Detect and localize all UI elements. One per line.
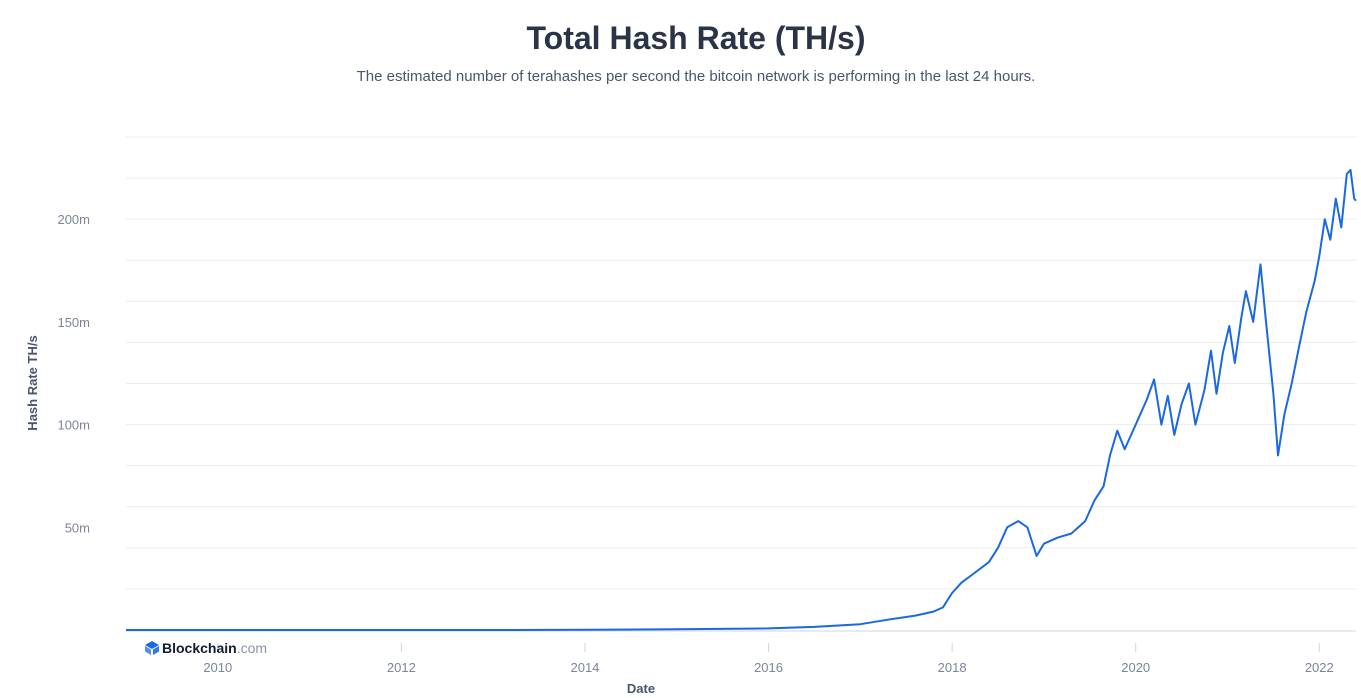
x-tick-label: 2022 — [1305, 660, 1334, 675]
series-layer — [126, 168, 1357, 631]
x-tick-label: 2014 — [570, 660, 599, 675]
y-tick-label: 100m — [57, 418, 90, 433]
y-tick-label: 150m — [57, 315, 90, 330]
y-axis-labels: 50m 100m 150m 200m — [57, 212, 90, 535]
y-axis-title: Hash Rate TH/s — [25, 335, 40, 430]
series-line-hash-rate — [126, 168, 1357, 631]
x-tick-label: 2016 — [754, 660, 783, 675]
blockchain-brand: Blockchain.com — [145, 640, 267, 656]
grid-lines — [126, 136, 1356, 590]
x-tick-label: 2012 — [387, 660, 416, 675]
brand-suffix: .com — [237, 640, 267, 656]
x-axis: 2010 2012 2014 2016 2018 2020 2022 — [126, 630, 1356, 675]
blockchain-logo-icon — [145, 641, 159, 655]
x-tick-label: 2018 — [938, 660, 967, 675]
y-tick-label: 50m — [65, 520, 90, 535]
x-tick-label: 2020 — [1121, 660, 1150, 675]
chart-title: Total Hash Rate (TH/s) — [526, 20, 866, 56]
chart-subtitle: The estimated number of terahashes per s… — [356, 68, 1036, 85]
brand-name: Blockchain — [162, 640, 237, 656]
x-axis-title: Date — [627, 681, 655, 696]
svg-text:Blockchain.com: Blockchain.com — [162, 640, 267, 656]
y-tick-label: 200m — [57, 212, 90, 227]
x-tick-label: 2010 — [203, 660, 232, 675]
